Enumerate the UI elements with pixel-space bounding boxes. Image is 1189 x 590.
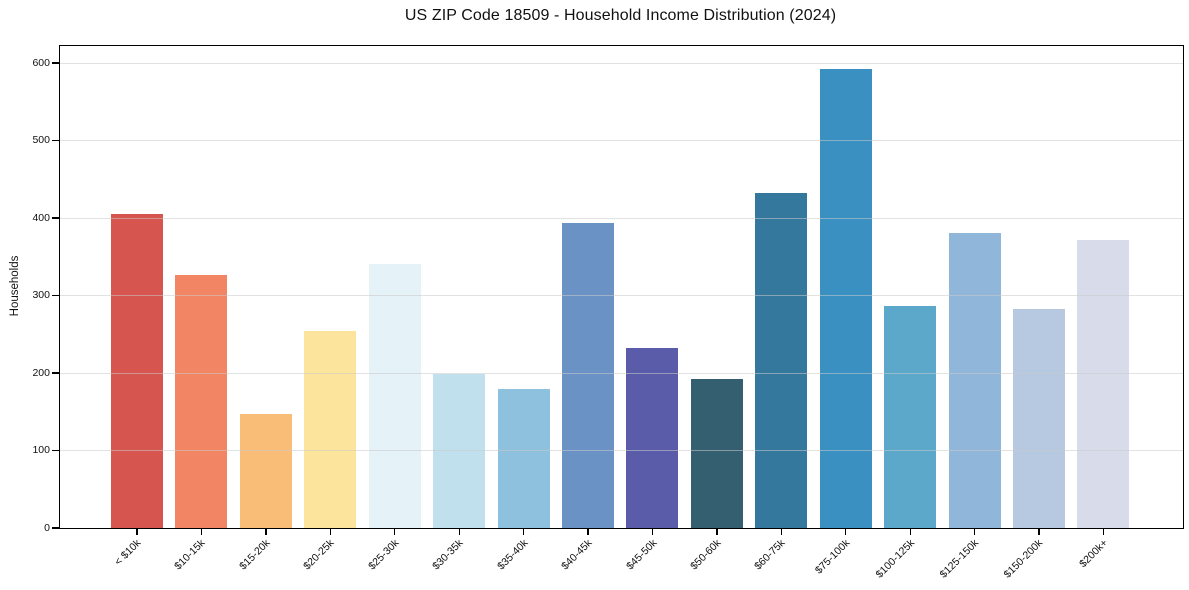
bar [884, 306, 937, 528]
y-axis-tick-label: 100 [32, 444, 50, 456]
x-axis-tick-label: $10-15k [172, 537, 208, 573]
bar [626, 348, 679, 528]
x-axis-tick-label: $45-50k [623, 537, 659, 573]
x-axis-tick-label: $100-125k [873, 537, 917, 581]
bar [819, 69, 872, 528]
bar [304, 331, 357, 528]
gridline [60, 295, 1183, 297]
y-axis-tick [52, 217, 59, 219]
x-axis-tick [716, 529, 718, 535]
x-axis-tick-label: $20-25k [301, 537, 337, 573]
x-axis-tick [136, 529, 138, 535]
bar [755, 193, 808, 528]
y-axis-tick [52, 62, 59, 64]
x-axis-tick [1038, 529, 1040, 535]
y-axis-tick-label: 300 [32, 289, 50, 302]
bar [111, 214, 163, 528]
x-axis-tick [909, 529, 911, 535]
x-axis-tick-label: $75-100k [812, 537, 853, 577]
x-axis-tick-label: $40-45k [559, 537, 595, 573]
x-axis-tick [265, 529, 267, 535]
bar [433, 373, 486, 528]
x-axis-tick [200, 529, 203, 535]
y-axis-tick [52, 449, 59, 452]
y-axis-tick [52, 527, 59, 529]
y-axis-tick-label: 600 [32, 56, 50, 69]
y-axis-tick-label: 400 [32, 211, 50, 224]
bar [562, 222, 614, 528]
x-axis-tick-label: $15-20k [237, 537, 273, 573]
y-axis-tick [52, 372, 59, 374]
y-axis-tick-label: 500 [32, 134, 50, 147]
x-axis-tick-label: $50-60k [688, 537, 724, 573]
x-axis-tick [780, 529, 782, 535]
x-axis-tick-label: < $10k [112, 537, 144, 568]
x-axis-tick [394, 529, 396, 535]
gridline [60, 140, 1183, 142]
x-axis-tick [329, 529, 331, 535]
bar [948, 232, 1001, 528]
gridline [60, 62, 1183, 64]
y-axis-tick [52, 294, 59, 297]
y-axis-tick-label: 0 [44, 521, 50, 534]
x-axis-tick [651, 529, 654, 535]
y-axis-label-text: Households [9, 255, 21, 317]
y-axis-tick-label: 200 [32, 366, 50, 379]
bar [1013, 308, 1066, 528]
x-axis-tick-label: $30-35k [430, 537, 466, 573]
bar [690, 379, 743, 528]
bar [1077, 239, 1130, 528]
bar [175, 274, 228, 528]
x-axis-tick [845, 529, 847, 535]
bar [368, 263, 421, 528]
x-axis-tick-label: $150-200k [1001, 537, 1046, 581]
x-axis-tick-label: $35-40k [494, 537, 531, 573]
x-axis-tick-label: $25-30k [365, 537, 402, 573]
plot-area: < $10k $10-15k $15-20k $20-25k $25-30k $30-35… [32, 45, 1184, 581]
y-axis-tick [52, 139, 59, 142]
bar [239, 414, 292, 528]
bar [497, 389, 550, 528]
x-axis-tick [522, 529, 525, 535]
x-axis-tick-label: $200k+ [1076, 537, 1110, 571]
x-axis-tick-label: $125-150k [937, 537, 982, 581]
x-axis-tick-label: $60-75k [752, 537, 788, 573]
x-axis-tick [458, 529, 460, 535]
x-axis-tick [587, 529, 589, 535]
chart-title: US ZIP Code 18509 - Household Income Dis… [404, 7, 837, 24]
x-axis-tick [973, 529, 976, 535]
x-axis-tick [1102, 529, 1105, 535]
gridline [60, 217, 1183, 219]
